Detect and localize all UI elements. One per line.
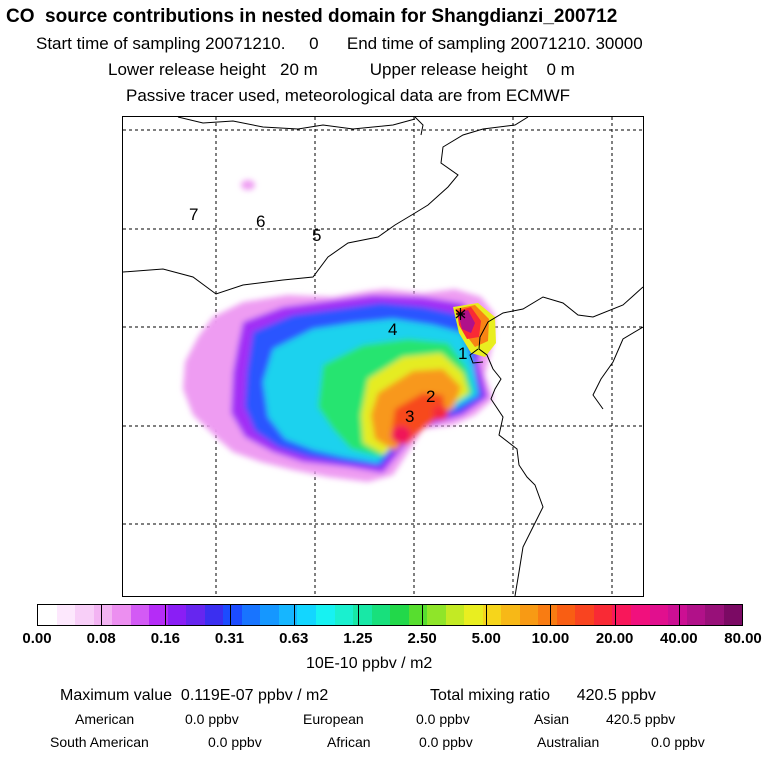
colorbar-tick-label: 10.00 (531, 630, 570, 647)
african-value: 0.0 ppbv (419, 734, 473, 750)
colorbar-segment (315, 605, 335, 625)
concentration-map: 1 2 3 4 5 6 7 (122, 116, 644, 597)
tracer-info-line: Passive tracer used, meteorological data… (126, 86, 571, 105)
colorbar-tick-label: 40.00 (660, 630, 698, 647)
colorbar-segment (445, 605, 465, 625)
colorbar-segment (686, 605, 706, 625)
colorbar-segment (260, 605, 279, 625)
colorbar (37, 604, 743, 626)
map-boundaries (123, 117, 643, 596)
region-label-3: 3 (405, 407, 414, 426)
colorbar-tick-label: 0.31 (214, 630, 245, 647)
colorbar-segment (408, 605, 428, 625)
hotspot-2 (432, 406, 448, 420)
south-american-label: South American (50, 734, 149, 750)
colorbar-segment (186, 605, 205, 625)
concentration-plume (183, 180, 496, 482)
region-label-1: 1 (458, 344, 467, 363)
total-mixing-ratio: Total mixing ratio 420.5 ppbv (430, 687, 656, 704)
colorbar-segment (167, 605, 187, 625)
colorbar-tick-label: 5.00 (471, 630, 501, 647)
colorbar-tick-label: 0.16 (150, 630, 180, 647)
colorbar-segment (556, 605, 576, 625)
colorbar-segment (93, 605, 113, 625)
colorbar-segment (112, 605, 131, 625)
colorbar-segment (56, 605, 76, 625)
region-label-6: 6 (256, 212, 265, 231)
colorbar-segment (297, 605, 316, 625)
hotspot-small (241, 180, 255, 190)
colorbar-segment (75, 605, 94, 625)
colorbar-tick-label: 80.00 (724, 630, 762, 647)
receptor-star-icon (455, 308, 466, 320)
colorbar-segment (334, 605, 354, 625)
colorbar-segment (427, 605, 446, 625)
colorbar-segment (668, 605, 687, 625)
asian-label: Asian (534, 711, 570, 727)
colorbar-segment (593, 605, 613, 625)
colorbar-divider (293, 604, 295, 626)
colorbar-divider (614, 604, 616, 626)
colorbar-segment (149, 605, 168, 625)
south-american-value: 0.0 ppbv (208, 734, 262, 750)
african-label: African (327, 734, 371, 750)
colorbar-segment (371, 605, 391, 625)
plot-title: CO source contributions in nested domain… (6, 6, 618, 27)
map-canvas: 1 2 3 4 5 6 7 (123, 117, 643, 596)
colorbar-segment (649, 605, 669, 625)
colorbar-divider (229, 604, 231, 626)
european-value: 0.0 ppbv (416, 711, 470, 727)
colorbar-divider (357, 604, 359, 626)
asian-value: 420.5 ppbv (606, 711, 676, 727)
colorbar-segment (723, 605, 743, 625)
release-height-line: Lower release height 20 m Upper release … (108, 60, 575, 79)
colorbar-tick-label: 20.00 (595, 630, 634, 647)
colorbar-divider (101, 604, 103, 626)
colorbar-segment (519, 605, 539, 625)
colorbar-segment (278, 605, 298, 625)
colorbar-tick-label: 1.25 (343, 630, 373, 647)
colorbar-segment (482, 605, 502, 625)
american-value: 0.0 ppbv (185, 711, 239, 727)
colorbar-divider (165, 604, 167, 626)
maximum-value: Maximum value 0.119E-07 ppbv / m2 (60, 687, 329, 704)
colorbar-segment (353, 605, 372, 625)
colorbar-segment (464, 605, 483, 625)
australian-value: 0.0 ppbv (651, 734, 705, 750)
region-label-7: 7 (189, 205, 198, 224)
region-label-4: 4 (388, 320, 397, 339)
colorbar-segment (631, 605, 650, 625)
colorbar-divider (550, 604, 552, 626)
colorbar-segment (538, 605, 557, 625)
colorbar-segment (612, 605, 631, 625)
colorbar-segment (705, 605, 724, 625)
colorbar-tick-label: 0.63 (279, 630, 309, 647)
colorbar-segment (38, 605, 57, 625)
colorbar-segment (130, 605, 150, 625)
colorbar-tick-label: 0.08 (86, 630, 116, 647)
colorbar-segment (575, 605, 594, 625)
hotspot-3 (391, 426, 411, 444)
region-label-2: 2 (426, 387, 435, 406)
colorbar-segment (390, 605, 409, 625)
colorbar-segment (501, 605, 520, 625)
australian-label: Australian (537, 734, 600, 750)
european-label: European (303, 711, 364, 727)
region-label-5: 5 (312, 226, 321, 245)
colorbar-divider (678, 604, 680, 626)
colorbar-segment (204, 605, 224, 625)
american-label: American (75, 711, 135, 727)
colorbar-tick-label: 0.00 (22, 630, 52, 647)
colorbar-segment (241, 605, 261, 625)
sampling-time-line: Start time of sampling 20071210. 0 End t… (36, 34, 643, 53)
colorbar-divider (486, 604, 488, 626)
colorbar-unit: 10E-10 ppbv / m2 (306, 655, 433, 672)
colorbar-tick-label: 2.50 (407, 630, 437, 647)
colorbar-segment (223, 605, 242, 625)
colorbar-divider (422, 604, 424, 626)
